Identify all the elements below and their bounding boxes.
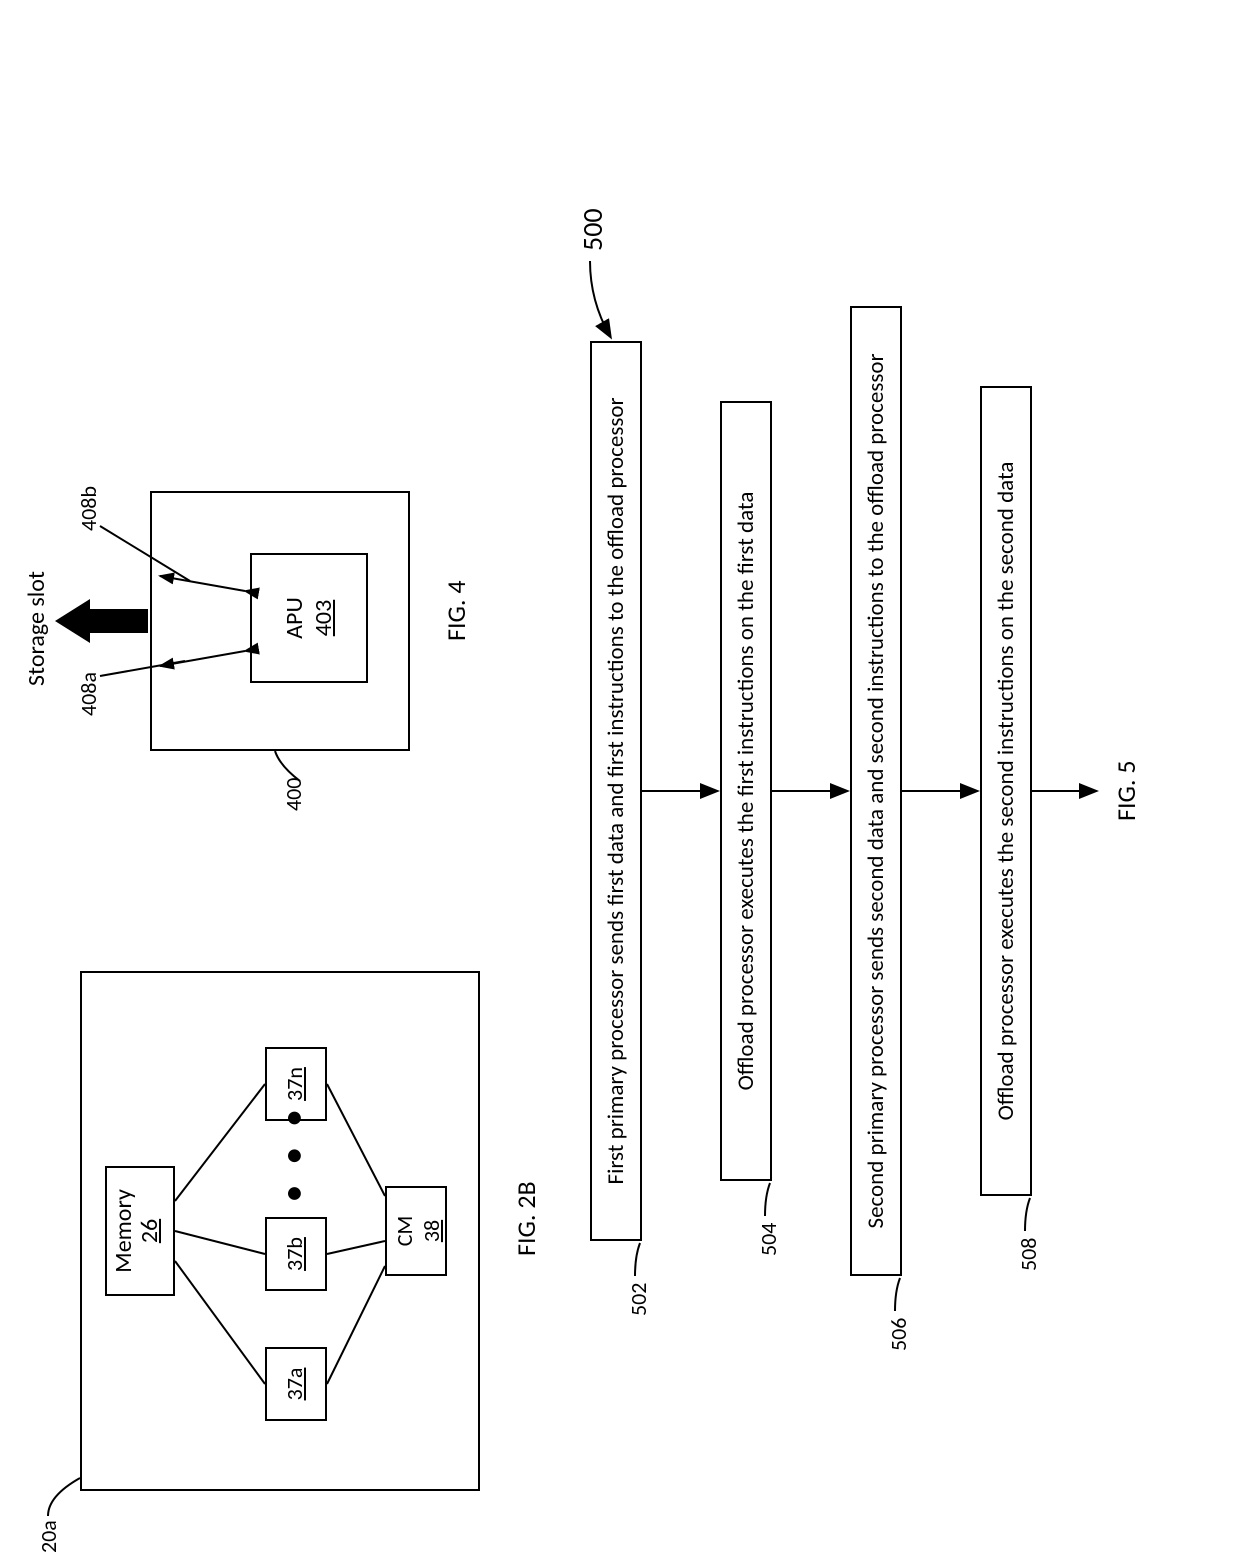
step-506-ref: 506 bbox=[885, 1318, 912, 1351]
fig2b-leader-line bbox=[38, 1466, 98, 1526]
apu-name: APU bbox=[280, 597, 309, 639]
step-504-text: Offload processor executes the first ins… bbox=[732, 492, 760, 1091]
step-504-ref: 504 bbox=[755, 1223, 782, 1256]
cm-name: CM bbox=[391, 1216, 418, 1247]
fig4-caption: FIG. 4 bbox=[440, 580, 472, 641]
fig4-ref-408b: 408b bbox=[75, 486, 102, 531]
node-37a-label: 37a bbox=[281, 1368, 308, 1401]
fig2b-caption: FIG. 2B bbox=[510, 1181, 542, 1256]
memory-ref: 26 bbox=[135, 1219, 164, 1243]
cm-ref: 38 bbox=[418, 1220, 445, 1242]
fig-2b: 20a Memory 26 37a 37b 37n • • • CM 38 bbox=[50, 971, 520, 1491]
fig4-ref-408a: 408a bbox=[75, 672, 102, 716]
memory-label: Memory bbox=[109, 1189, 138, 1273]
fig2b-ref-20a: 20a bbox=[35, 1520, 62, 1553]
memory-box: Memory 26 bbox=[105, 1166, 175, 1296]
node-37a: 37a bbox=[265, 1347, 327, 1421]
storage-slot-label: Storage slot bbox=[22, 571, 51, 686]
node-37b: 37b bbox=[265, 1217, 327, 1291]
step-502-box: First primary processor sends first data… bbox=[590, 341, 642, 1241]
step-508-text: Offload processor executes the second in… bbox=[992, 462, 1020, 1121]
apu-ref: 403 bbox=[309, 600, 338, 637]
step-502-text: First primary processor sends first data… bbox=[602, 398, 630, 1185]
fig-5: 500 First primary processor sends first … bbox=[550, 121, 1200, 1421]
apu-box: APU 403 bbox=[250, 553, 368, 683]
fig5-ref-500: 500 bbox=[575, 208, 610, 251]
ellipsis: • • • bbox=[275, 1103, 312, 1201]
cm-box: CM 38 bbox=[385, 1186, 447, 1276]
node-37b-label: 37b bbox=[281, 1237, 308, 1271]
fig4-ref-400: 400 bbox=[280, 778, 307, 811]
fig5-caption: FIG. 5 bbox=[1110, 760, 1142, 821]
step-504-box: Offload processor executes the first ins… bbox=[720, 401, 772, 1181]
fig-4: Storage slot APU 403 bbox=[20, 411, 490, 831]
step-508-ref: 508 bbox=[1015, 1238, 1042, 1271]
step-502-ref: 502 bbox=[625, 1283, 652, 1316]
step-508-box: Offload processor executes the second in… bbox=[980, 386, 1032, 1196]
step-506-text: Second primary processor sends second da… bbox=[862, 354, 890, 1229]
step-506-box: Second primary processor sends second da… bbox=[850, 306, 902, 1276]
node-37n-label: 37n bbox=[281, 1067, 308, 1101]
